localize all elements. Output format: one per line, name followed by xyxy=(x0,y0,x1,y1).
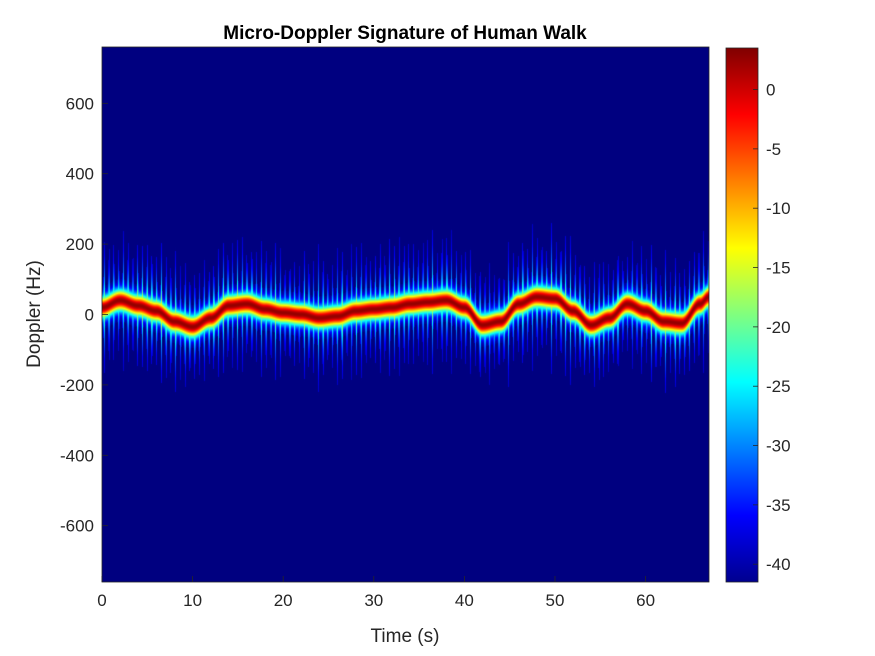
x-axis-label: Time (s) xyxy=(371,626,440,647)
x-tick-label: 0 xyxy=(97,591,106,610)
y-tick-label: -200 xyxy=(60,376,94,395)
colorbar-tick-label: -10 xyxy=(766,199,791,218)
spectrogram-image xyxy=(102,47,709,582)
x-axis: 0 10 20 30 40 50 60 xyxy=(97,576,655,610)
x-tick-label: 20 xyxy=(274,591,293,610)
colorbar-tick-label: -15 xyxy=(766,259,791,278)
x-tick-label: 10 xyxy=(183,591,202,610)
colorbar-tick-label: -5 xyxy=(766,140,781,159)
y-axis: -600 -400 -200 0 200 400 600 xyxy=(60,94,108,536)
colorbar-tick-label: -40 xyxy=(766,555,791,574)
y-tick-label: 400 xyxy=(66,165,94,184)
x-tick-label: 40 xyxy=(455,591,474,610)
y-tick-label: 200 xyxy=(66,235,94,254)
chart-title: Micro-Doppler Signature of Human Walk xyxy=(223,23,587,44)
colorbar-tick-label: 0 xyxy=(766,81,775,100)
colorbar-tick-label: -25 xyxy=(766,377,791,396)
y-tick-label: 0 xyxy=(85,306,94,325)
y-tick-label: -600 xyxy=(60,517,94,536)
colorbar-tick-label: -35 xyxy=(766,496,791,515)
x-tick-label: 50 xyxy=(546,591,565,610)
spectrogram-canvas xyxy=(102,47,709,582)
y-tick-label: -400 xyxy=(60,446,94,465)
colorbar-ticks: -40 -35 -30 -25 -20 -15 -10 -5 0 xyxy=(753,81,791,574)
colorbar-tick-label: -30 xyxy=(766,437,791,456)
x-tick-label: 30 xyxy=(364,591,383,610)
y-axis-label: Doppler (Hz) xyxy=(24,260,45,368)
colorbar: -40 -35 -30 -25 -20 -15 -10 -5 0 xyxy=(725,47,791,583)
plot-area xyxy=(101,46,710,583)
y-tick-label: 600 xyxy=(66,94,94,113)
colorbar-gradient xyxy=(725,47,759,583)
colorbar-tick-label: -20 xyxy=(766,318,791,337)
x-tick-label: 60 xyxy=(636,591,655,610)
